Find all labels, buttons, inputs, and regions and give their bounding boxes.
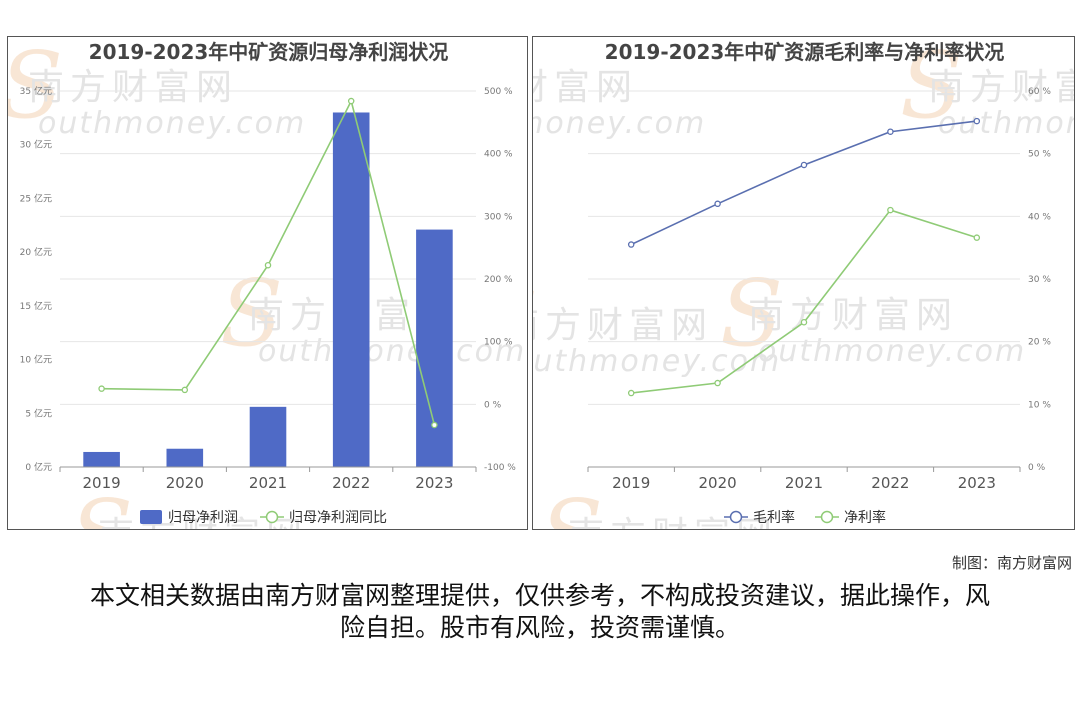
y-left-tick-label: 20 亿元 [20, 246, 52, 258]
x-tick-label: 2019 [612, 474, 650, 492]
data-point [431, 421, 438, 429]
watermark-en: outhmoney.com [38, 106, 306, 141]
legend-label: 毛利率 [753, 509, 795, 526]
bar [166, 448, 204, 467]
bar [249, 406, 287, 467]
legend-label: 归母净利润 [168, 509, 238, 526]
gridlines [588, 90, 1020, 405]
bar [332, 112, 370, 467]
watermark-letter: S [70, 480, 133, 530]
data-point [887, 128, 894, 135]
margin-chart: S南方财富网outhmoney.comS南方财富网outhmoney.comS南… [533, 37, 1075, 530]
gridlines [60, 90, 476, 405]
y-right-tick-label: 0 % [1028, 463, 1046, 473]
y-right-tick-label: 60 % [1028, 87, 1051, 97]
data-point [347, 97, 355, 105]
y-left-tick-label: 25 亿元 [20, 192, 52, 204]
net-profit-chart-panel: S南方财富网outhmoney.comS南方财富网outhmoney.comS南… [7, 36, 528, 530]
legend-swatch-bar [140, 510, 162, 524]
y-right-tick-label: 50 % [1028, 150, 1051, 160]
legend-swatch-point [820, 510, 834, 524]
watermark-cn: 南方财富网 [748, 295, 958, 336]
line-series [98, 97, 438, 429]
x-tick-label: 2021 [785, 474, 823, 492]
watermark-letter: S [720, 260, 783, 367]
y-right-tick-label: 400 % [484, 150, 513, 160]
legend-label: 净利率 [844, 509, 886, 526]
watermark-en: outhmoney.com [533, 106, 706, 141]
margin-chart-panel: S南方财富网outhmoney.comS南方财富网outhmoney.comS南… [532, 36, 1075, 530]
y-left-tick-label: 10 亿元 [20, 354, 52, 366]
data-point [181, 386, 189, 394]
net-profit-chart: S南方财富网outhmoney.comS南方财富网outhmoney.comS南… [8, 37, 526, 530]
watermark-cn: 南方财富网 [568, 515, 778, 530]
legend-swatch-point [265, 510, 279, 524]
y-left-tick-label: 5 亿元 [25, 407, 52, 419]
chart-title: 2019-2023年中矿资源归母净利润状况 [89, 40, 449, 64]
x-tick-label: 2023 [415, 474, 453, 492]
y-right-tick-label: 20 % [1028, 338, 1051, 348]
watermark-letter: S [900, 37, 963, 139]
y-left-tick-label: 30 亿元 [20, 139, 52, 151]
data-point [627, 389, 635, 397]
x-tick-label: 2020 [166, 474, 204, 492]
data-point [800, 318, 808, 326]
chart-title: 2019-2023年中矿资源毛利率与净利率状况 [605, 40, 1005, 64]
watermark-cn: 南方财富网 [28, 67, 238, 108]
bar [416, 229, 453, 467]
watermark-letter: S [8, 37, 63, 139]
x-tick-label: 2023 [958, 474, 996, 492]
data-point [973, 117, 981, 125]
y-right-tick-label: 100 % [484, 338, 513, 348]
watermark-cn: 南方财富网 [533, 305, 713, 346]
data-point [98, 385, 105, 392]
y-right-tick-label: 40 % [1028, 212, 1051, 222]
data-point [264, 261, 272, 269]
x-tick-label: 2019 [83, 474, 121, 492]
y-right-tick-label: 30 % [1028, 275, 1051, 285]
y-right-tick-label: 500 % [484, 87, 513, 97]
y-right-tick-label: 200 % [484, 275, 513, 285]
legend-swatch-point [729, 510, 743, 524]
watermark-en: outhmoney.com [258, 334, 526, 369]
y-right-tick-label: 10 % [1028, 400, 1051, 410]
y-right-tick-label: 300 % [484, 212, 513, 222]
data-point [800, 161, 808, 169]
watermark-cn: 南方财富网 [928, 67, 1075, 108]
watermark-group: S南方财富网outhmoney.comS南方财富网outhmoney.comS南… [533, 37, 1075, 530]
line-series [627, 206, 981, 397]
y-right-tick-label: 0 % [484, 400, 502, 410]
data-point [714, 200, 721, 208]
data-point [627, 241, 635, 248]
data-point [973, 234, 981, 241]
watermark-letter: S [220, 260, 283, 367]
legend: 归母净利润 归母净利润同比 [140, 509, 387, 526]
disclaimer-text: 本文相关数据由南方财富网整理提供，仅供参考，不构成投资建议，据此操作，风险自担。… [89, 581, 990, 642]
legend: 毛利率 净利率 [724, 509, 886, 526]
legend-label: 归母净利润同比 [289, 509, 387, 526]
y-left-tick-label: 35 亿元 [20, 85, 52, 97]
chart-credit: 制图：南方财富网 [951, 554, 1072, 572]
watermark-en: outhmoney.com [758, 334, 1026, 369]
watermark-cn: 南方财富网 [533, 67, 638, 108]
watermark-letter: S [533, 270, 538, 377]
x-tick-label: 2022 [871, 474, 909, 492]
watermark-letter: S [540, 480, 603, 530]
data-point [887, 206, 894, 214]
watermark-en: outhmoney.com [533, 344, 781, 379]
bar-series [83, 112, 453, 467]
y-left-tick-label: 0 亿元 [25, 461, 52, 473]
x-tick-label: 2022 [332, 474, 370, 492]
x-tick-label: 2020 [699, 474, 737, 492]
data-point [714, 379, 721, 387]
y-right-tick-label: -100 % [484, 463, 516, 473]
line-series [627, 117, 981, 248]
x-tick-label: 2021 [249, 474, 287, 492]
bar [83, 451, 120, 467]
y-left-tick-label: 15 亿元 [20, 300, 52, 312]
